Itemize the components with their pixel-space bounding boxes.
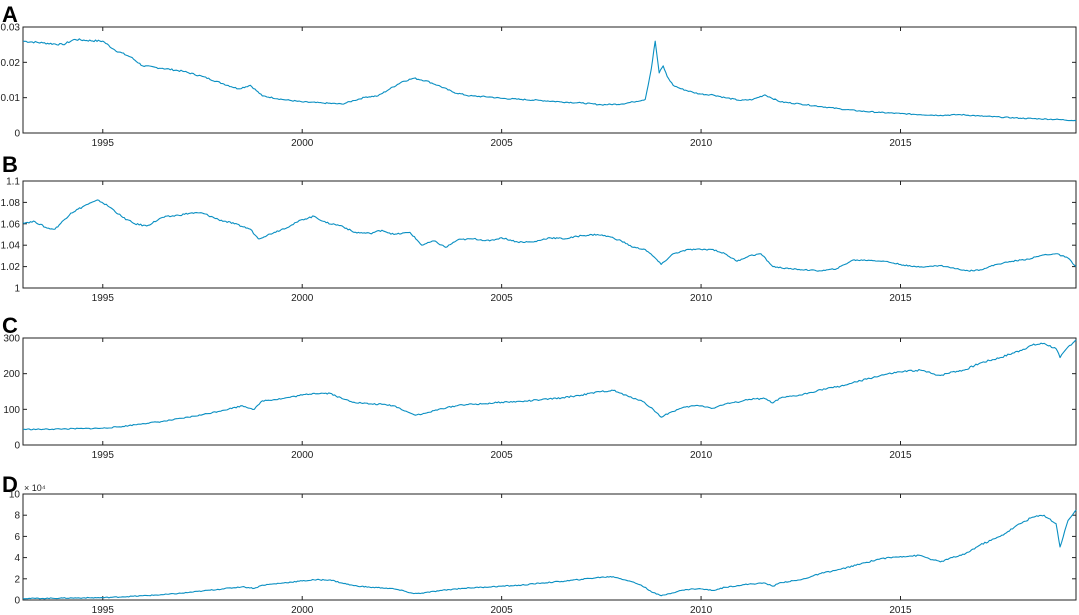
panel-d-xtick-label: 2005: [491, 605, 514, 615]
panel-d-ytick-label: 8: [14, 511, 20, 522]
panel-d-xtick-label: 2010: [690, 605, 713, 615]
panel-b-xtick-label: 2005: [491, 293, 514, 304]
panel-a-xtick-label: 1995: [92, 138, 115, 149]
panel-d-letter: D: [2, 472, 18, 497]
panel-a-xtick-label: 2015: [889, 138, 912, 149]
panel-a-xtick-label: 2000: [291, 138, 314, 149]
panel-d-axes-box: [22, 493, 1077, 601]
panel-a-ytick-label: 0.02: [1, 58, 21, 69]
panel-a-xtick-label: 2010: [690, 138, 713, 149]
panel-c-letter: C: [2, 313, 18, 338]
panel-b-letter: B: [2, 152, 18, 177]
panel-c-ytick-label: 0: [14, 441, 20, 452]
panel-b-ytick-label: 1.04: [1, 241, 21, 252]
panel-b-ytick-label: 1.06: [1, 219, 21, 230]
panel-c-ytick-label: 100: [3, 405, 20, 416]
panel-b-ytick-label: 1.1: [6, 177, 20, 188]
panel-b-series-line: [22, 199, 1077, 272]
panel-a-ytick-label: 0.03: [1, 23, 21, 34]
panel-c-ytick-label: 200: [3, 369, 20, 380]
panel-a-ytick-label: 0: [14, 129, 20, 140]
panel-c-xtick-label: 1995: [92, 450, 115, 461]
panel-b-ytick-label: 1.02: [1, 262, 21, 273]
panel-b-xtick-label: 2015: [889, 293, 912, 304]
panel-c-xtick-label: 2010: [690, 450, 713, 461]
panel-d-ytick-label: 0: [14, 596, 20, 607]
panel-c-xtick-label: 2005: [491, 450, 514, 461]
panel-c: C 0 100 200 300 1995 2000 2005 2010 2015: [2, 313, 1077, 461]
panel-a-series-line: [22, 38, 1077, 122]
panel-c-xtick-label: 2000: [291, 450, 314, 461]
panel-c-ytick-label: 300: [3, 334, 20, 345]
panel-c-axes-box: [22, 337, 1077, 446]
panel-d-exponent-label: × 10⁴: [24, 483, 46, 493]
panel-d-series-line: [22, 509, 1077, 600]
panel-d-xtick-label: 2015: [889, 605, 912, 615]
panel-b-ytick-label: 1.08: [1, 198, 21, 209]
panel-a: A 0 0.01 0.02 0.03 1995 2000 2005 2010 2015: [1, 2, 1077, 149]
panel-a-ytick-label: 0.01: [1, 93, 21, 104]
panel-d-xtick-label: 1995: [92, 605, 115, 615]
panel-d-ytick-label: 2: [14, 574, 20, 585]
panel-c-series-line: [22, 339, 1077, 431]
panel-c-xtick-label: 2015: [889, 450, 912, 461]
panel-b-axes-box: [22, 180, 1077, 289]
panel-b-xtick-label: 2010: [690, 293, 713, 304]
panel-d-ytick-label: 4: [14, 553, 20, 564]
panel-b: B 1 1.02 1.04 1.06 1.08 1.1 1995 2000 2005 2010 20…: [1, 152, 1077, 304]
panel-d: D × 10⁴ 0 2 4 6 8 10 1995 2000 2005 2010 2015: [2, 472, 1077, 615]
panel-d-ytick-label: 6: [14, 532, 20, 543]
panel-b-ytick-label: 1: [14, 284, 20, 295]
panel-d-xtick-label: 2000: [291, 605, 314, 615]
panel-b-xtick-label: 1995: [92, 293, 115, 304]
panel-d-ytick-label: 10: [9, 490, 21, 501]
panel-a-letter: A: [2, 2, 18, 27]
panel-a-xtick-label: 2005: [491, 138, 514, 149]
panel-a-axes-box: [22, 26, 1077, 134]
panel-b-xtick-label: 2000: [291, 293, 314, 304]
